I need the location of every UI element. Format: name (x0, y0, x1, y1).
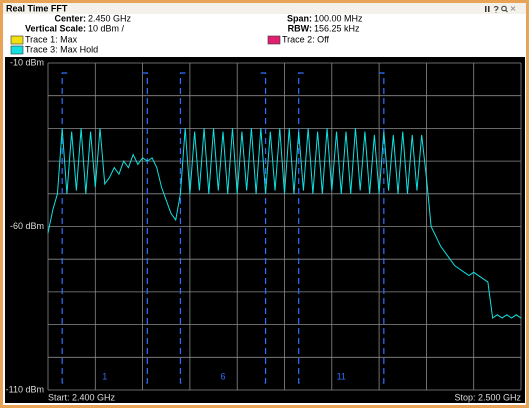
pause-icon[interactable] (485, 6, 487, 12)
pause-icon[interactable] (488, 6, 490, 12)
channel-edge (179, 72, 186, 384)
field-label: Span: (287, 13, 312, 23)
field-label: RBW: (288, 23, 312, 33)
channel-edge (142, 72, 148, 384)
channel-edge (260, 72, 267, 384)
legend-swatch (267, 35, 281, 45)
legend-label: Trace 1: Max (25, 34, 78, 44)
window-title: Real Time FFT (6, 3, 68, 13)
field-label: Center: (54, 13, 86, 23)
channel-label: 11 (337, 371, 346, 381)
legend-label: Trace 3: Max Hold (25, 44, 98, 54)
close-icon[interactable] (510, 6, 516, 11)
field-value: 156.25 kHz (314, 23, 360, 33)
zoom-icon[interactable] (505, 9, 508, 13)
field-label: Vertical Scale: (25, 23, 86, 33)
y-tick-label: -60 dBm (10, 221, 44, 231)
field-value: 10 dBm / (88, 23, 125, 33)
field-value: 100.00 MHz (314, 13, 363, 23)
help-icon[interactable] (493, 6, 499, 13)
channel-edge (298, 72, 304, 384)
zoom-icon[interactable] (501, 5, 507, 12)
channel-label: 1 (102, 371, 107, 381)
channel-edge (61, 72, 68, 384)
x-start-label: Start: 2.400 GHz (48, 392, 116, 402)
title-bar (3, 3, 526, 14)
field-value: 2.450 GHz (88, 13, 132, 23)
y-tick-label: -10 dBm (10, 57, 44, 67)
channel-edge (378, 72, 385, 384)
trace-line (47, 128, 522, 319)
window-controls[interactable] (485, 5, 516, 13)
legend-label: Trace 2: Off (282, 34, 330, 44)
legend-swatch (10, 35, 24, 45)
legend-swatch (10, 45, 24, 55)
y-tick-label: -110 dBm (6, 384, 44, 394)
x-stop-label: Stop: 2.500 GHz (454, 392, 521, 402)
channel-label: 6 (221, 371, 226, 381)
